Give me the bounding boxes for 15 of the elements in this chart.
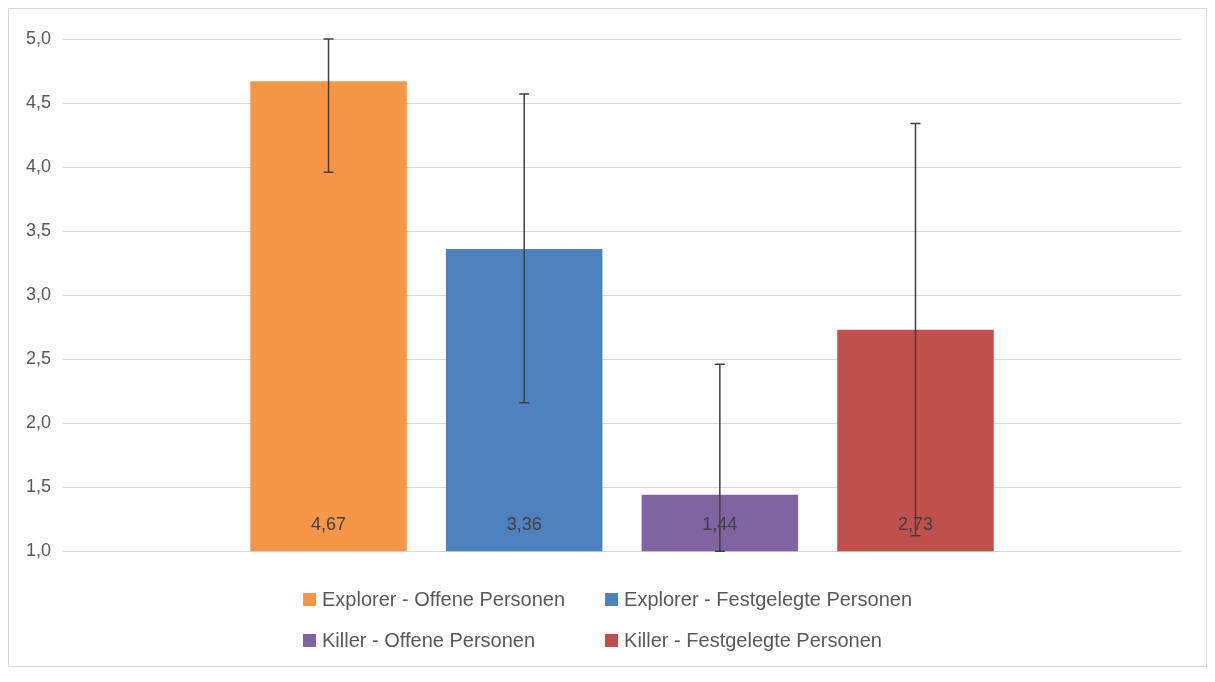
legend-label: Killer - Offene Personen <box>321 629 536 652</box>
legend-label: Explorer - Offene Personen <box>321 588 566 611</box>
y-tick-label: 2,0 <box>25 412 52 433</box>
y-tick-label: 2,5 <box>25 348 52 369</box>
y-tick-label: 5,0 <box>25 27 52 48</box>
y-tick-label: 4,0 <box>25 156 52 177</box>
y-tick-label: 3,5 <box>25 220 52 241</box>
y-tick-label: 3,0 <box>25 284 52 305</box>
data-label: 3,36 <box>506 514 542 535</box>
y-tick-label: 4,5 <box>25 91 52 112</box>
legend-label: Killer - Festgelegte Personen <box>624 629 882 652</box>
y-tick-label: 1,5 <box>25 476 52 497</box>
y-tick-label: 1,0 <box>25 540 52 561</box>
legend-label: Explorer - Festgelegte Personen <box>624 588 913 611</box>
data-label: 4,67 <box>311 514 347 535</box>
